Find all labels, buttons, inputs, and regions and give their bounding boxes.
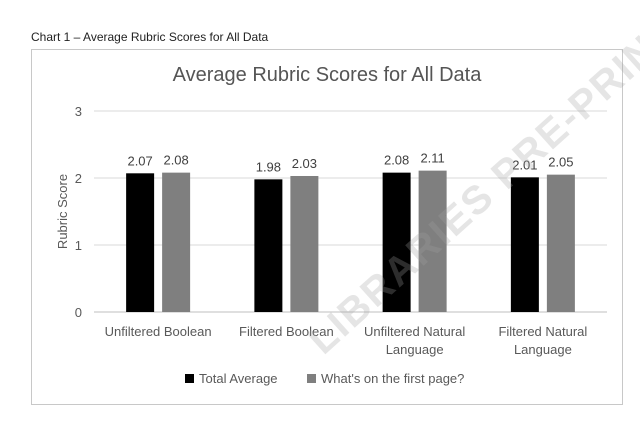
data-label: 2.08 xyxy=(384,153,409,168)
legend-swatch xyxy=(307,374,316,383)
y-tick-label: 3 xyxy=(75,104,82,119)
bar xyxy=(546,174,575,312)
y-tick-label: 1 xyxy=(75,238,82,253)
x-tick-label: Unfiltered Natural xyxy=(364,324,465,339)
bar xyxy=(126,173,155,312)
x-tick-label: Filtered Boolean xyxy=(239,324,334,339)
data-label: 1.98 xyxy=(256,159,281,174)
y-axis-label: Rubric Score xyxy=(55,174,70,249)
data-label: 2.03 xyxy=(292,156,317,171)
bar xyxy=(510,177,539,312)
data-label: 2.08 xyxy=(163,153,188,168)
chart-title: Average Rubric Scores for All Data xyxy=(172,64,482,86)
x-tick-label: Unfiltered Boolean xyxy=(105,324,212,339)
x-tick-label: Language xyxy=(514,342,572,357)
chart-caption: Chart 1 – Average Rubric Scores for All … xyxy=(31,30,269,44)
data-label: 2.07 xyxy=(127,153,152,168)
y-tick-label: 0 xyxy=(75,305,82,320)
legend-swatch xyxy=(185,374,194,383)
bar-chart: 0 1 2 3 Rubric Score 2.07 2.08 Unfiltered Boole… xyxy=(55,104,607,386)
data-label: 2.11 xyxy=(420,151,444,166)
bar xyxy=(254,179,283,312)
bar xyxy=(382,172,411,312)
legend-label: Total Average xyxy=(199,371,278,386)
x-tick-label: Filtered Natural xyxy=(498,324,587,339)
bar xyxy=(418,170,447,312)
data-label: 2.05 xyxy=(548,155,573,170)
y-tick-label: 2 xyxy=(75,171,82,186)
x-tick-label: Language xyxy=(386,342,444,357)
bar xyxy=(290,175,319,312)
chart-area: Average Rubric Scores for All Data 0 1 2 3 R… xyxy=(31,49,623,405)
legend-label: What's on the first page? xyxy=(321,371,464,386)
data-label: 2.01 xyxy=(512,157,537,172)
bar xyxy=(162,172,191,312)
